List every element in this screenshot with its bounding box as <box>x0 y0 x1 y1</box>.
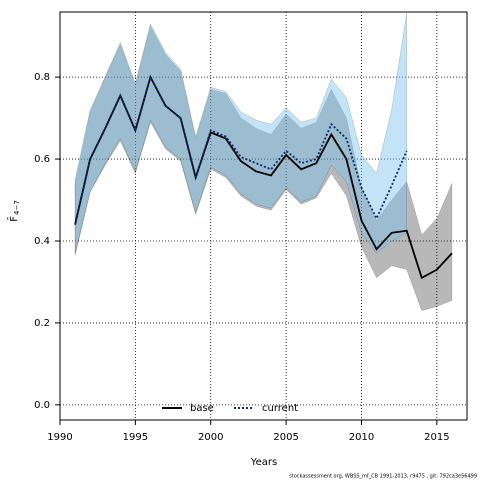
y-tick-label: 0.4 <box>34 236 50 247</box>
x-tick-label: 2010 <box>349 432 374 443</box>
x-axis-label: Years <box>250 457 277 468</box>
confidence-band <box>74 13 407 254</box>
plot-frame <box>59 11 468 421</box>
y-tick-label: 0.2 <box>34 318 50 329</box>
legend-label: base <box>190 403 214 414</box>
legend-label: current <box>262 403 298 414</box>
x-tick-label: 1990 <box>47 432 72 443</box>
x-tick-label: 2000 <box>198 432 223 443</box>
footer: stockassessment.org, WBSS_mf_CB 1991-201… <box>289 474 477 480</box>
x-tick-label: 1995 <box>123 432 148 443</box>
y-axis-label-group: F̄ 4−7 <box>7 200 21 222</box>
x-tick-label: 2015 <box>424 432 449 443</box>
x-tick-label: 2005 <box>273 432 298 443</box>
y-tick-label: 0.8 <box>34 72 50 83</box>
confidence-band <box>74 25 453 311</box>
y-axis-label: F̄ <box>7 216 20 222</box>
y-axis-label-sub: 4−7 <box>13 200 21 215</box>
y-tick-label: 0.0 <box>34 400 50 411</box>
y-tick-label: 0.6 <box>34 154 50 165</box>
